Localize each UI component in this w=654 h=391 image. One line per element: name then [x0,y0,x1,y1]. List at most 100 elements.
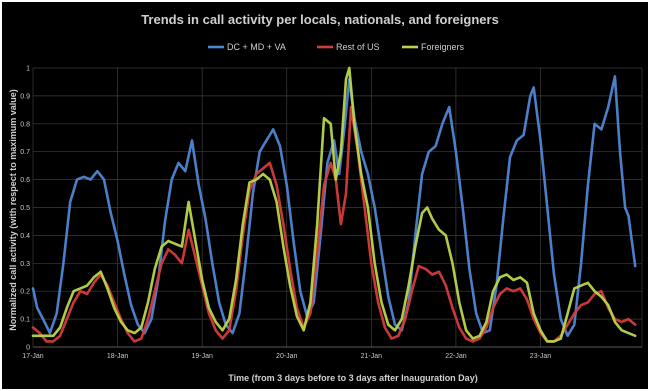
data-point [300,291,301,292]
data-point [110,213,111,214]
data-point [350,107,351,108]
data-point [587,282,588,283]
data-point [513,279,514,280]
series-line-dc-md-va [31,75,637,338]
data-point [345,193,346,194]
data-point [219,302,220,303]
y-tick-label: 0.7 [20,149,30,156]
data-point [427,207,428,208]
data-point [533,313,534,314]
data-point [127,333,128,334]
data-point [628,319,629,320]
data-point [154,268,155,269]
data-point [391,338,392,339]
data-point [472,341,473,342]
data-point [90,179,91,180]
data-point [293,240,294,241]
data-point [614,321,615,322]
data-point [526,299,527,300]
x-axis-ticks: 17-Jan 18-Jan 19-Jan 20-Jan 21-Jan 22-Jan 23-J… [22,353,551,360]
y-tick-label: 1 [26,66,30,73]
grid [32,67,643,348]
data-point [154,291,155,292]
data-point [256,179,257,180]
data-point [394,324,395,325]
data-point [53,341,54,342]
data-point [161,263,162,264]
data-point [175,254,176,255]
legend-label: Rest of US [336,42,380,52]
data-point [80,288,81,289]
data-point [540,140,541,141]
data-point [581,285,582,286]
data-point [283,246,284,247]
data-point [344,129,345,130]
data-point [208,307,209,308]
x-tick-label: 23-Jan [530,353,552,360]
data-point [127,330,128,331]
y-tick-label: 0.8 [20,121,30,128]
data-point [313,302,314,303]
data-point [479,335,480,336]
data-point [263,173,264,174]
data-point [239,313,240,314]
data-point [107,288,108,289]
data-point [330,123,331,124]
data-point [339,173,340,174]
data-point [401,319,402,320]
data-point [635,335,636,336]
data-point [499,293,500,294]
data-point [581,305,582,306]
data-point [161,246,162,247]
data-point [354,123,355,124]
data-point [269,162,270,163]
y-axis-ticks: 0 0.1 0.2 0.3 0.4 0.5 0.6 0.7 0.8 0.9 1 [20,66,30,352]
data-point [43,319,44,320]
data-point [625,207,626,208]
data-point [195,257,196,258]
data-point [188,229,189,230]
data-point [567,313,568,314]
chart-panel: Trends in call activity per locals, nati… [2,2,648,389]
data-point [560,338,561,339]
data-point [232,333,233,334]
data-point [246,257,247,258]
data-point [432,274,433,275]
data-point [587,302,588,303]
data-point [442,123,443,124]
data-point [428,151,429,152]
data-point [547,341,548,342]
data-point [367,173,368,174]
data-point [635,266,636,267]
y-tick-label: 0.2 [20,289,30,296]
data-point [469,268,470,269]
data-point [449,107,450,108]
data-point [614,76,615,77]
data-point [195,240,196,241]
data-point [134,341,135,342]
data-point [364,207,365,208]
series-foreigners [31,66,637,343]
data-point [452,263,453,264]
data-point [93,277,94,278]
data-point [601,296,602,297]
legend-item-foreigners: Foreigners [402,42,465,52]
data-point [49,333,50,334]
data-point [361,173,362,174]
x-tick-label: 22-Jan [445,353,467,360]
data-point [235,279,236,280]
data-point [398,335,399,336]
data-point [509,157,510,158]
data-point [235,291,236,292]
data-point [151,319,152,320]
data-point [202,279,203,280]
data-point [506,274,507,275]
data-point [567,335,568,336]
data-point [466,338,467,339]
data-point [266,140,267,141]
data-point [103,179,104,180]
data-point [283,224,284,225]
data-point [493,291,494,292]
data-point [601,291,602,292]
data-point [388,324,389,325]
